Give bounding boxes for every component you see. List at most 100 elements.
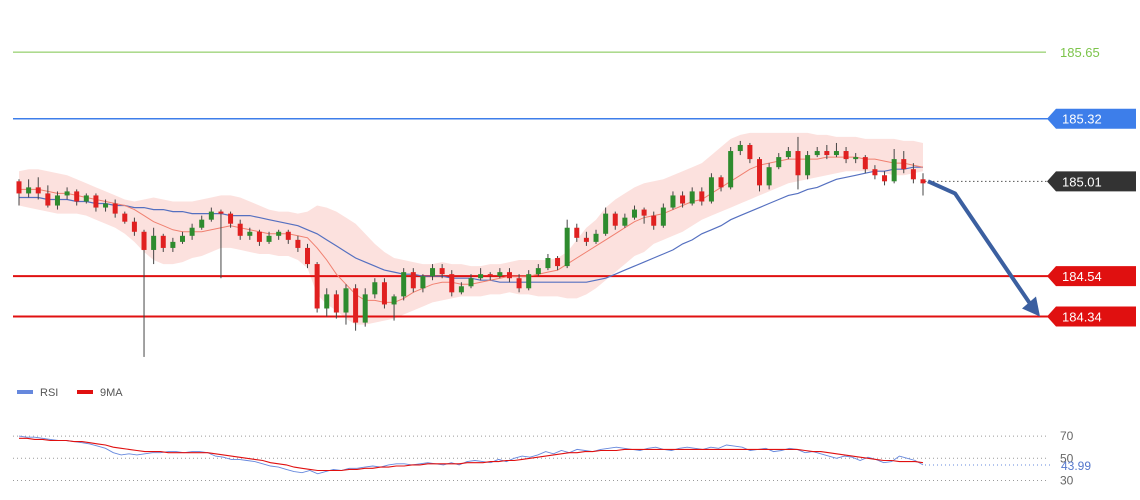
candle bbox=[660, 203, 666, 228]
candle bbox=[93, 193, 99, 212]
candle bbox=[266, 231, 272, 244]
candle-body bbox=[208, 211, 214, 220]
candle-body bbox=[333, 294, 339, 313]
candle bbox=[506, 268, 512, 283]
candle-body bbox=[160, 235, 166, 248]
candle-body bbox=[237, 223, 243, 236]
candle bbox=[420, 274, 426, 293]
price-tag-184.34: 184.34 bbox=[1047, 306, 1136, 327]
price-tag-shape bbox=[1047, 108, 1136, 129]
candle-body bbox=[872, 169, 878, 176]
candle bbox=[189, 223, 195, 240]
candle bbox=[160, 233, 166, 252]
candle-body bbox=[737, 144, 743, 152]
candle bbox=[314, 262, 320, 313]
rsi-level-label-30: 30 bbox=[1060, 473, 1074, 487]
candle bbox=[179, 231, 185, 244]
candle bbox=[208, 207, 214, 222]
candle-body bbox=[35, 187, 41, 194]
candle bbox=[853, 153, 859, 164]
candle-body bbox=[449, 274, 455, 293]
candle bbox=[622, 213, 628, 228]
forecast-arrow-head bbox=[1022, 296, 1040, 317]
bollinger-band-area bbox=[19, 132, 923, 325]
candle bbox=[305, 243, 311, 269]
candle bbox=[141, 229, 147, 357]
candle-body bbox=[151, 235, 157, 250]
candle bbox=[64, 187, 70, 200]
candle bbox=[824, 144, 830, 160]
candle bbox=[401, 268, 407, 301]
candle-body bbox=[535, 268, 541, 275]
legend-label-9ma: 9MA bbox=[100, 387, 123, 399]
rsi-reference-lines bbox=[13, 435, 1050, 481]
candle bbox=[372, 278, 378, 299]
candle bbox=[237, 219, 243, 240]
candle-body bbox=[16, 181, 22, 194]
candle bbox=[612, 211, 618, 230]
candle bbox=[353, 284, 359, 331]
candle-body bbox=[603, 213, 609, 234]
candle-body bbox=[612, 213, 618, 226]
candle-body bbox=[766, 167, 772, 186]
candle-body bbox=[593, 233, 599, 242]
rsi-lines bbox=[18, 435, 924, 475]
legend-swatch-rsi bbox=[17, 390, 33, 394]
candle-body bbox=[814, 151, 820, 156]
candle-body bbox=[882, 175, 888, 182]
candle-body bbox=[74, 191, 80, 202]
candle bbox=[391, 294, 397, 321]
candle-body bbox=[574, 227, 580, 238]
candle bbox=[901, 151, 907, 174]
price-tag-label: 184.34 bbox=[1062, 310, 1102, 325]
candle-body bbox=[747, 144, 753, 160]
candle bbox=[747, 142, 753, 164]
candle bbox=[487, 272, 493, 281]
candle-body bbox=[83, 195, 89, 202]
candle-body bbox=[314, 264, 320, 309]
candle-body bbox=[276, 231, 282, 236]
candle bbox=[882, 171, 888, 186]
candle-body bbox=[631, 209, 637, 218]
candle-body bbox=[458, 286, 464, 293]
candle bbox=[468, 274, 474, 289]
candle-body bbox=[785, 151, 791, 158]
candle-body bbox=[795, 151, 801, 176]
candle-body bbox=[45, 193, 51, 206]
candle bbox=[843, 147, 849, 164]
candle bbox=[16, 179, 22, 206]
candle bbox=[112, 199, 118, 218]
candle bbox=[247, 227, 253, 240]
candle bbox=[574, 223, 580, 242]
candle-body bbox=[256, 231, 262, 242]
candle-body bbox=[641, 209, 647, 216]
candle-body bbox=[420, 276, 426, 289]
candle-body bbox=[112, 203, 118, 214]
candle-body bbox=[266, 235, 272, 242]
candle-body bbox=[516, 278, 522, 289]
candlesticks bbox=[16, 136, 926, 357]
candle-body bbox=[179, 235, 185, 242]
candle bbox=[680, 191, 686, 208]
candle bbox=[170, 237, 176, 252]
candle bbox=[651, 211, 657, 230]
candle bbox=[699, 187, 705, 206]
candle-body bbox=[833, 151, 839, 156]
candle-body bbox=[343, 288, 349, 313]
candle bbox=[593, 229, 599, 244]
candle-body bbox=[757, 159, 763, 186]
candle bbox=[564, 219, 570, 269]
candle-body bbox=[651, 215, 657, 226]
candle-body bbox=[728, 151, 734, 188]
candle-body bbox=[583, 237, 589, 242]
forecast-arrow bbox=[927, 179, 1040, 317]
candle bbox=[555, 256, 561, 271]
candle-body bbox=[295, 239, 301, 248]
candle bbox=[285, 229, 291, 244]
candle-body bbox=[54, 195, 60, 206]
candle-body bbox=[353, 288, 359, 323]
candle bbox=[872, 165, 878, 180]
rsi-level-label-70: 70 bbox=[1060, 429, 1074, 443]
candle-body bbox=[555, 258, 561, 267]
